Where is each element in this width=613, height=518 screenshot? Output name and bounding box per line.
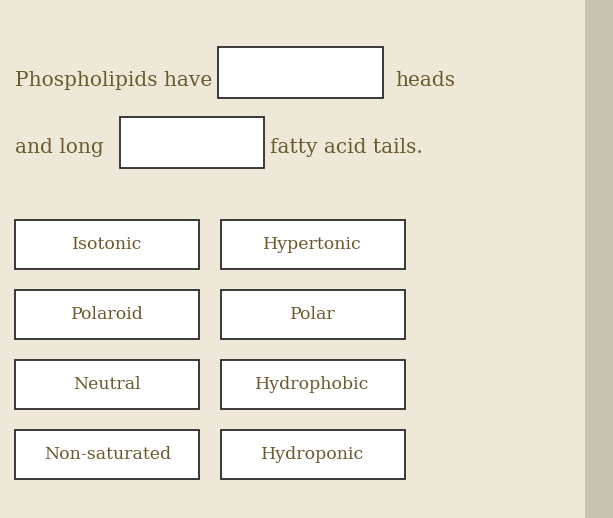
Text: Neutral: Neutral bbox=[74, 376, 141, 393]
FancyBboxPatch shape bbox=[15, 220, 199, 269]
FancyBboxPatch shape bbox=[120, 117, 264, 168]
Text: fatty acid tails.: fatty acid tails. bbox=[270, 138, 422, 157]
Text: Hypertonic: Hypertonic bbox=[263, 236, 362, 253]
FancyBboxPatch shape bbox=[221, 430, 405, 479]
Text: Polar: Polar bbox=[290, 306, 335, 323]
Text: Hydrophobic: Hydrophobic bbox=[256, 376, 370, 393]
Text: heads: heads bbox=[395, 71, 455, 90]
Text: Isotonic: Isotonic bbox=[72, 236, 142, 253]
Text: Non-saturated: Non-saturated bbox=[44, 446, 171, 463]
FancyBboxPatch shape bbox=[218, 47, 383, 98]
Text: Hydroponic: Hydroponic bbox=[261, 446, 364, 463]
FancyBboxPatch shape bbox=[221, 360, 405, 409]
FancyBboxPatch shape bbox=[15, 430, 199, 479]
Text: and long: and long bbox=[15, 138, 104, 157]
FancyBboxPatch shape bbox=[585, 0, 613, 518]
FancyBboxPatch shape bbox=[221, 220, 405, 269]
Text: Polaroid: Polaroid bbox=[71, 306, 143, 323]
FancyBboxPatch shape bbox=[15, 360, 199, 409]
FancyBboxPatch shape bbox=[15, 290, 199, 339]
Text: Phospholipids have: Phospholipids have bbox=[15, 71, 213, 90]
FancyBboxPatch shape bbox=[221, 290, 405, 339]
